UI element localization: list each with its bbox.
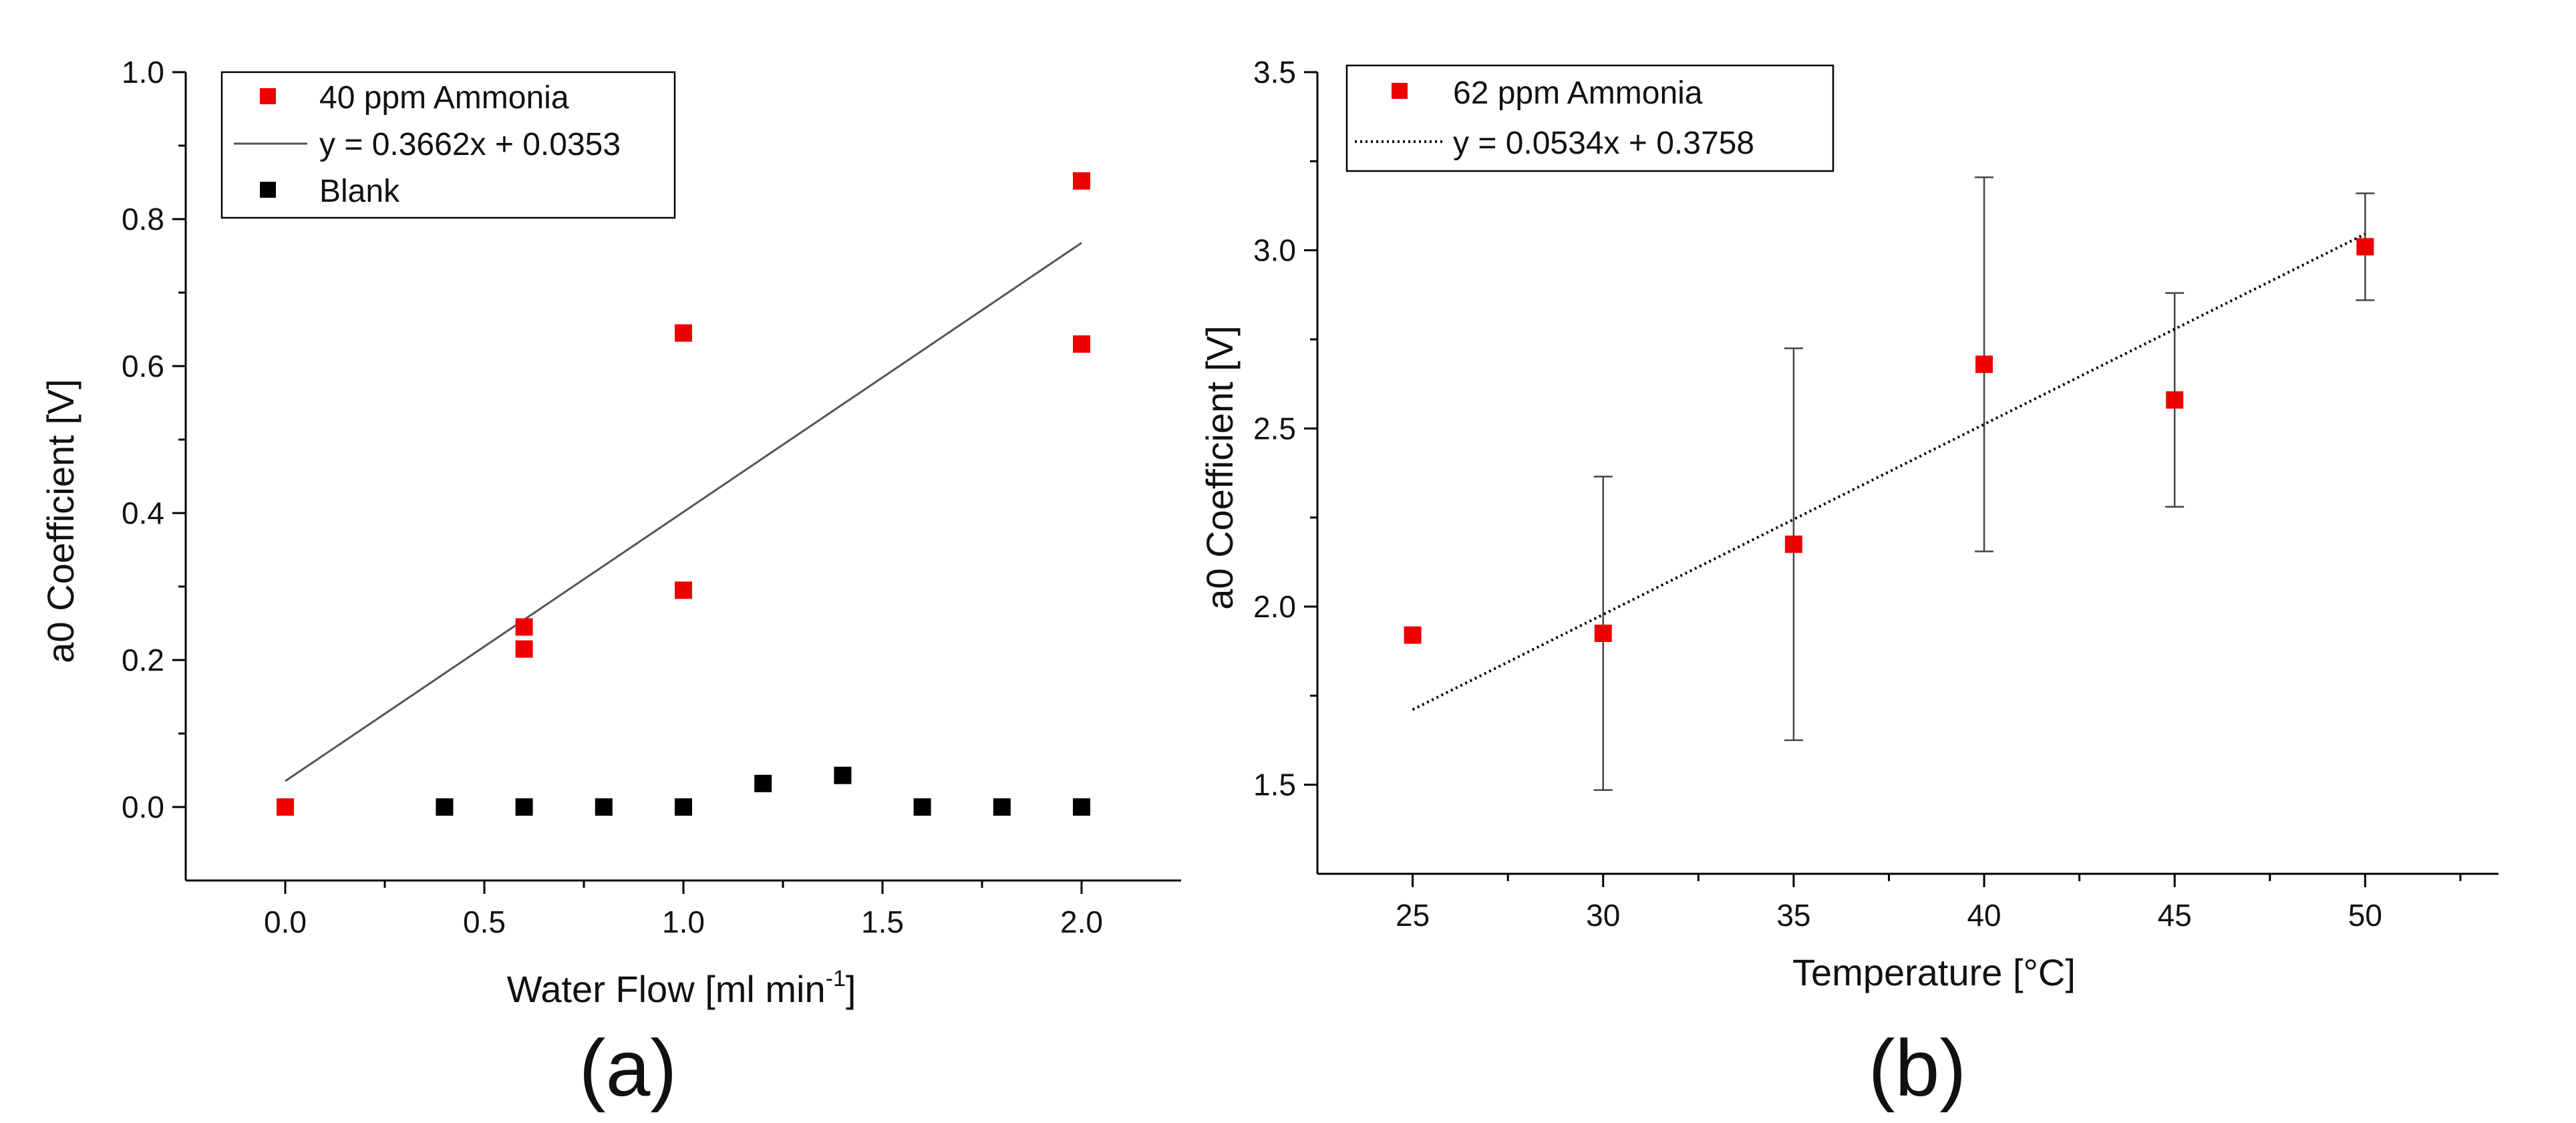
panel-a-x-axis-label: Water Flow [ml min-1] xyxy=(507,966,856,1010)
panel-a-legend: 40 ppm Ammonia y = 0.3662x + 0.0353 Blan… xyxy=(220,71,676,219)
panel-b-y-tick-label: 1.5 xyxy=(1253,768,1296,802)
panel-b-x-tick-label: 30 xyxy=(1586,898,1620,933)
panel-b-error-bars xyxy=(1593,176,2375,791)
panel-b-legend-marker-ammonia xyxy=(1392,83,1408,99)
panel-a-x-tick-label: 1.0 xyxy=(662,905,705,939)
panel-b-label: (b) xyxy=(1869,1023,1967,1113)
data-point-62-ppm-ammonia xyxy=(1975,355,1993,373)
panel-b-y-tick-label: 2.0 xyxy=(1253,589,1296,624)
panel-b-x-tick-label: 35 xyxy=(1776,898,1810,933)
data-point-40-ppm-ammonia xyxy=(515,618,533,636)
data-point-blank xyxy=(1073,798,1090,816)
data-point-40-ppm-ammonia xyxy=(1073,172,1090,190)
data-point-blank xyxy=(993,798,1011,816)
data-point-blank xyxy=(515,798,533,816)
panel-b-fit-line xyxy=(1412,232,2366,711)
panel-a-y-tick-label: 0.4 xyxy=(122,496,164,530)
data-point-62-ppm-ammonia xyxy=(2356,238,2374,256)
panel-a-chart: 0.0 0.5 1.0 1.5 2.0 0.0 0.2 0.4 0.6 0.8 1.0 a0 Coe… xyxy=(39,55,1181,1113)
panel-a-legend-marker-ammonia xyxy=(260,88,276,104)
data-point-40-ppm-ammonia xyxy=(515,640,533,658)
panel-a-x-axis-label-main: Water Flow [ml min xyxy=(507,968,826,1010)
data-point-40-ppm-ammonia xyxy=(675,581,692,599)
data-point-blank xyxy=(913,798,931,816)
panel-a-legend-label-blank: Blank xyxy=(319,174,400,209)
panel-b-axes xyxy=(1316,72,2499,875)
panel-a-points xyxy=(277,172,1090,816)
data-point-blank xyxy=(436,798,454,816)
panel-a-legend-label-ammonia: 40 ppm Ammonia xyxy=(319,80,569,116)
data-point-blank xyxy=(595,798,613,816)
data-point-62-ppm-ammonia xyxy=(1404,626,1422,644)
panel-a-y-tick-label: 0.6 xyxy=(122,349,164,383)
panel-a-ticks: 0.0 0.5 1.0 1.5 2.0 0.0 0.2 0.4 0.6 0.8 1.0 xyxy=(122,55,1103,939)
panel-b-chart: 25 30 35 40 45 50 1.5 2.0 2.5 3.0 3.5 a0 Coefficie… xyxy=(1198,55,2499,1113)
panel-a-legend-marker-blank xyxy=(260,182,276,198)
panel-b-x-tick-label: 45 xyxy=(2158,898,2192,933)
panel-a-fit-line xyxy=(285,242,1082,782)
panel-b-x-tick-label: 25 xyxy=(1396,898,1430,933)
data-point-40-ppm-ammonia xyxy=(675,324,692,342)
data-point-62-ppm-ammonia xyxy=(1784,535,1802,553)
panel-b-x-axis-label: Temperature [°C] xyxy=(1792,951,2076,993)
data-point-62-ppm-ammonia xyxy=(2166,391,2184,409)
panel-b-legend-box xyxy=(1345,64,1834,172)
data-point-62-ppm-ammonia xyxy=(1594,625,1612,642)
panel-b-points xyxy=(1404,238,2374,644)
panel-b-x-tick-label: 40 xyxy=(1967,898,2001,933)
panel-a-x-axis-label-sup: -1 xyxy=(826,966,846,991)
panel-a-y-tick-label: 0.0 xyxy=(122,790,164,824)
panel-b-y-tick-label: 3.0 xyxy=(1253,233,1296,268)
panel-b-y-axis-label: a0 Coefficient [V] xyxy=(1198,325,1241,609)
data-point-40-ppm-ammonia xyxy=(1073,335,1090,353)
panel-a-y-tick-label: 1.0 xyxy=(122,55,164,90)
panel-a-y-tick-label: 0.2 xyxy=(122,643,164,677)
data-point-blank xyxy=(675,798,692,816)
panel-b-x-tick-label: 50 xyxy=(2348,898,2382,933)
panel-a-legend-box xyxy=(220,71,676,219)
panel-a-x-axis-label-end: ] xyxy=(846,968,856,1010)
data-point-blank xyxy=(754,774,772,792)
panel-b-fit-segment xyxy=(1412,232,2366,711)
panel-a-x-tick-label: 0.5 xyxy=(463,905,506,939)
panel-a-x-tick-label: 2.0 xyxy=(1060,905,1103,939)
data-point-40-ppm-ammonia xyxy=(277,798,294,816)
panel-a-x-tick-label: 1.5 xyxy=(861,905,904,939)
panel-a-y-tick-label: 0.8 xyxy=(122,202,164,236)
panel-b-y-tick-label: 3.5 xyxy=(1253,55,1296,90)
panel-a-label: (a) xyxy=(579,1023,677,1113)
panel-b-legend: 62 ppm Ammonia y = 0.0534x + 0.3758 xyxy=(1345,64,1834,172)
panel-b-legend-label-fit: y = 0.0534x + 0.3758 xyxy=(1453,126,1754,161)
panel-a-fit-segment xyxy=(285,242,1082,782)
panel-a-x-tick-label: 0.0 xyxy=(264,905,307,939)
panel-a-legend-label-fit: y = 0.3662x + 0.0353 xyxy=(319,127,621,162)
panel-b-legend-label-ammonia: 62 ppm Ammonia xyxy=(1453,75,1703,111)
panel-a-y-axis-label: a0 Coefficient [V] xyxy=(39,379,82,663)
panel-b-y-tick-label: 2.5 xyxy=(1253,411,1296,446)
data-point-blank xyxy=(834,766,852,784)
panel-b-ticks: 25 30 35 40 45 50 1.5 2.0 2.5 3.0 3.5 xyxy=(1253,55,2462,933)
